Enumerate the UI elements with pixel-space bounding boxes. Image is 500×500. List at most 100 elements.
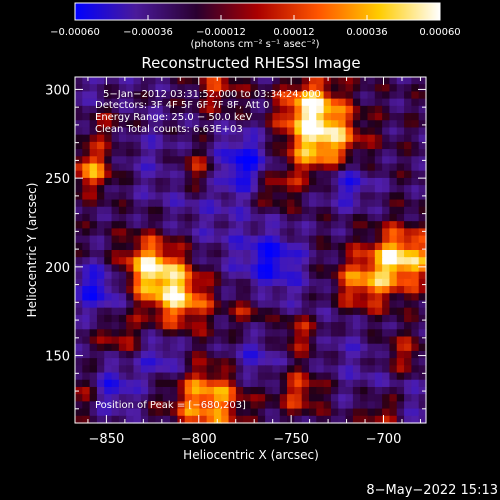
heatmap-cell xyxy=(206,235,215,244)
heatmap-cell xyxy=(184,343,193,352)
heatmap-cell xyxy=(367,286,376,294)
heatmap-cell xyxy=(360,365,369,374)
chart-title: Reconstructed RHESSI Image xyxy=(141,54,360,72)
heatmap-cell xyxy=(382,415,391,424)
heatmap-cell xyxy=(140,408,149,417)
heatmap-cell xyxy=(345,120,354,129)
heatmap-cell xyxy=(389,293,398,302)
heatmap-cell xyxy=(250,177,259,186)
heatmap-cell xyxy=(404,307,412,316)
heatmap-cell xyxy=(89,163,98,172)
heatmap-cell xyxy=(206,271,215,280)
heatmap-cell xyxy=(104,322,113,330)
heatmap-cell xyxy=(272,192,281,201)
heatmap-cell xyxy=(301,149,310,157)
heatmap-cell xyxy=(294,271,303,280)
heatmap-cell xyxy=(352,365,361,374)
heatmap-cell xyxy=(177,84,186,93)
heatmap-cell xyxy=(170,329,178,338)
heatmap-cell xyxy=(192,235,200,244)
heatmap-cell xyxy=(367,177,376,186)
heatmap-cell xyxy=(89,307,98,316)
heatmap-cell xyxy=(111,242,120,251)
heatmap-cell xyxy=(374,213,383,222)
heatmap-cell xyxy=(294,264,303,273)
heatmap-cell xyxy=(323,271,332,280)
heatmap-cell xyxy=(279,358,288,366)
heatmap-cell xyxy=(316,300,325,309)
heatmap-cell xyxy=(389,141,398,150)
heatmap-cell xyxy=(338,278,347,287)
heatmap-cell xyxy=(170,141,178,150)
heatmap-cell xyxy=(294,120,303,129)
heatmap-cell xyxy=(213,379,222,388)
heatmap-cell xyxy=(206,91,215,100)
heatmap-cell xyxy=(118,98,127,107)
heatmap-cell xyxy=(250,250,259,258)
heatmap-cell xyxy=(330,293,339,302)
heatmap-cell xyxy=(367,379,376,388)
heatmap-cell xyxy=(367,134,376,143)
heatmap-cell xyxy=(221,177,230,186)
heatmap-cell xyxy=(404,386,412,395)
heatmap-cell xyxy=(104,350,113,359)
heatmap-cell xyxy=(396,250,405,258)
heatmap-cell xyxy=(352,336,361,345)
heatmap-cell xyxy=(111,141,120,150)
heatmap-cell xyxy=(243,185,252,193)
heatmap-cell xyxy=(367,163,376,172)
heatmap-cell xyxy=(118,358,127,366)
heatmap-cell xyxy=(287,242,295,251)
heatmap-cell xyxy=(404,199,412,208)
heatmap-cell xyxy=(367,221,376,229)
heatmap-cell xyxy=(118,177,127,186)
heatmap-cell xyxy=(177,250,186,258)
heatmap-cell xyxy=(316,235,325,244)
heatmap-cell xyxy=(133,84,142,93)
heatmap-cell xyxy=(360,113,369,121)
heatmap-cell xyxy=(352,307,361,316)
heatmap-cell xyxy=(272,127,281,136)
heatmap-cell xyxy=(287,177,295,186)
heatmap-cell xyxy=(104,250,113,258)
heatmap-cell xyxy=(411,307,420,316)
heatmap-cell xyxy=(294,156,303,165)
heatmap-cell xyxy=(345,149,354,157)
heatmap-cell xyxy=(338,91,347,100)
heatmap-cell xyxy=(374,163,383,172)
heatmap-cell xyxy=(367,91,376,100)
heatmap-cell xyxy=(228,235,237,244)
heatmap-cell xyxy=(301,336,310,345)
heatmap-cell xyxy=(140,350,149,359)
heatmap-cell xyxy=(367,228,376,237)
heatmap-cell xyxy=(345,91,354,100)
heatmap-cell xyxy=(111,192,120,201)
heatmap-cell xyxy=(345,84,354,93)
heatmap-cell xyxy=(184,185,193,193)
heatmap-cell xyxy=(126,322,135,330)
heatmap-cell xyxy=(162,307,171,316)
heatmap-cell xyxy=(228,365,237,374)
heatmap-cell xyxy=(360,91,369,100)
heatmap-cell xyxy=(374,250,383,258)
heatmap-cell xyxy=(404,206,412,215)
heatmap-cell xyxy=(411,300,420,309)
heatmap-cell xyxy=(184,257,193,266)
heatmap-cell xyxy=(155,221,164,229)
heatmap-cell xyxy=(184,163,193,172)
heatmap-cell xyxy=(199,134,208,143)
heatmap-cell xyxy=(367,113,376,121)
heatmap-cell xyxy=(170,242,178,251)
heatmap-cell xyxy=(301,286,310,294)
heatmap-cell xyxy=(140,322,149,330)
heatmap-cell xyxy=(199,278,208,287)
heatmap-cell xyxy=(75,84,83,93)
heatmap-cell xyxy=(309,213,317,222)
heatmap-cell xyxy=(162,401,171,410)
heatmap-cell xyxy=(235,264,244,273)
heatmap-cell xyxy=(404,336,412,345)
heatmap-cell xyxy=(148,300,157,309)
footer-date: 8−May−2022 15:13 xyxy=(366,483,498,498)
heatmap-cell xyxy=(199,386,208,395)
